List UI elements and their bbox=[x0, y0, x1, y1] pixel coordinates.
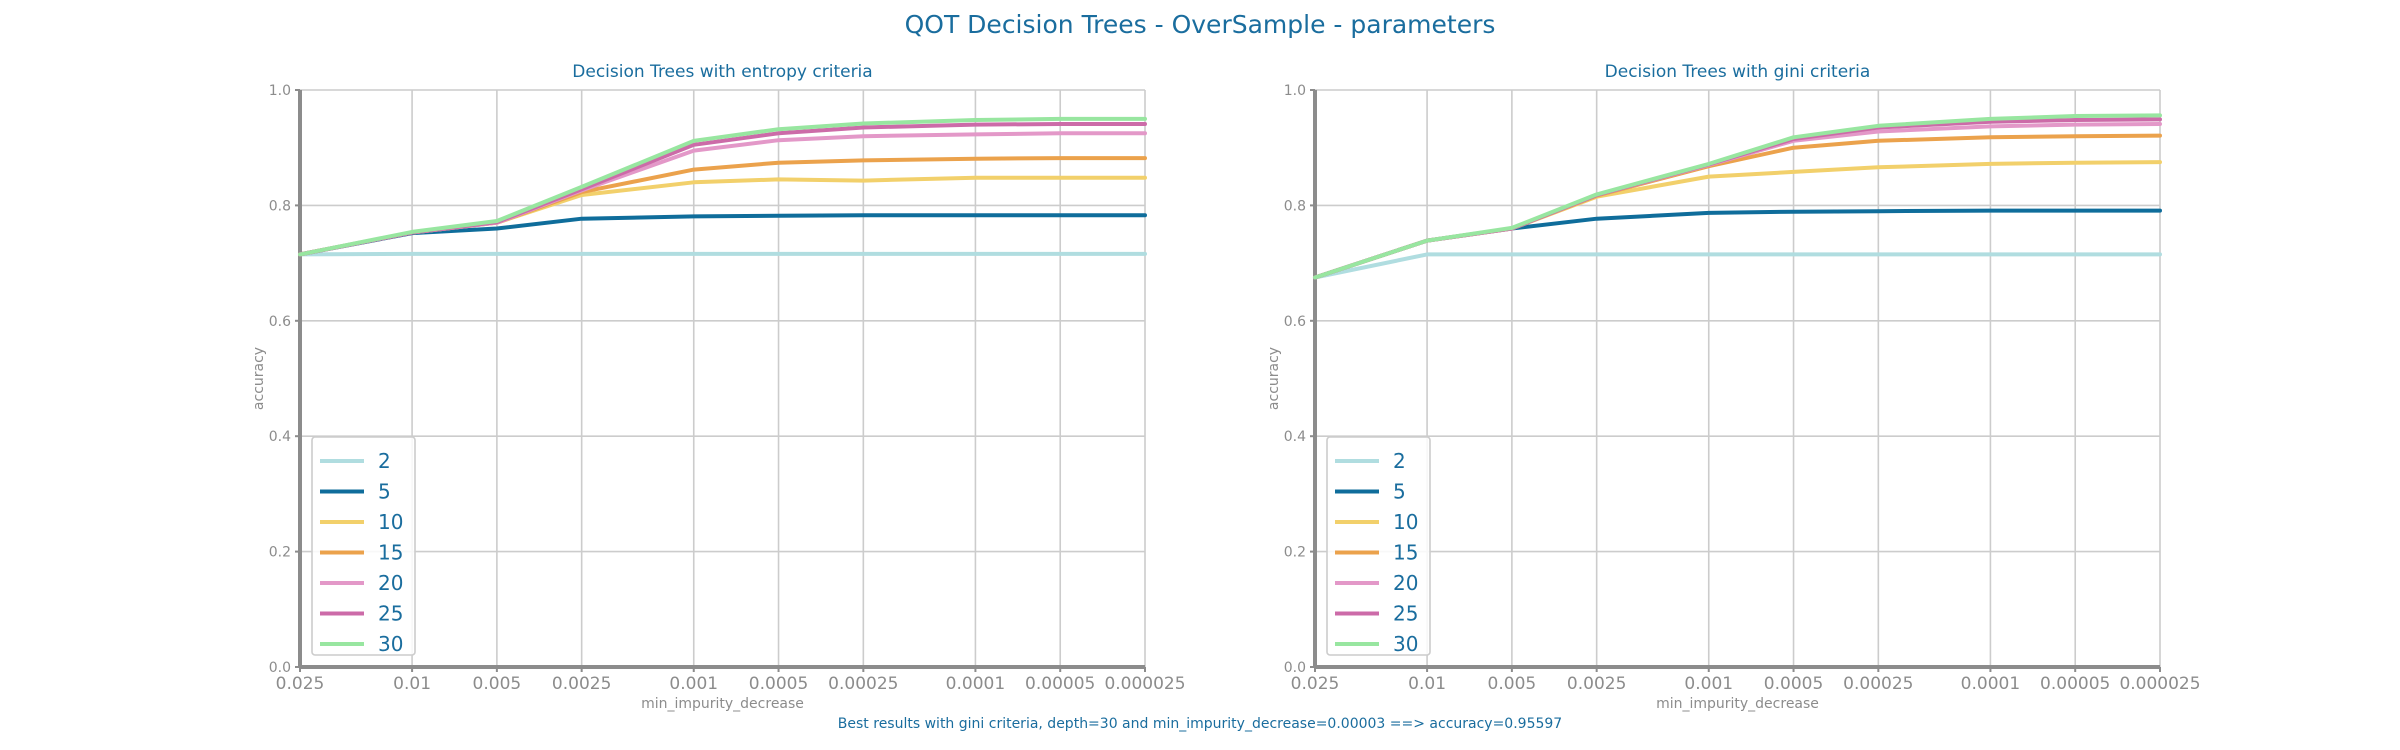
y-tick-label: 0.0 bbox=[269, 660, 291, 676]
x-tick-label: 0.000025 bbox=[1104, 674, 1185, 694]
chart-title: Decision Trees with entropy criteria bbox=[572, 62, 872, 82]
series-line-25 bbox=[298, 122, 1147, 257]
y-tick-label: 0.8 bbox=[1284, 198, 1306, 214]
legend-label: 2 bbox=[378, 449, 391, 473]
series-line-10 bbox=[1313, 160, 2162, 280]
x-tick-label: 0.001 bbox=[669, 674, 718, 694]
x-tick-label: 0.005 bbox=[473, 674, 522, 694]
legend-label: 10 bbox=[1393, 510, 1418, 534]
legend-label: 20 bbox=[378, 571, 403, 595]
y-tick-label: 0.0 bbox=[1284, 660, 1306, 676]
x-tick-label: 0.0025 bbox=[1567, 674, 1626, 694]
legend-label: 30 bbox=[1393, 632, 1418, 656]
legend-label: 5 bbox=[378, 480, 391, 504]
entropy-panel: 0.0 0.2 0.4 0.6 0.8 1.0 0.025 0.01 0.005 0.0025 0.… bbox=[251, 62, 1186, 712]
series-line-15 bbox=[298, 156, 1147, 257]
x-tick-label: 0.0001 bbox=[1961, 674, 2020, 694]
y-tick-label: 1.0 bbox=[1284, 83, 1306, 99]
y-tick-label: 0.4 bbox=[1284, 429, 1306, 445]
legend-label: 30 bbox=[378, 632, 403, 656]
y-axis-label: accuracy bbox=[1266, 347, 1282, 410]
legend-label: 15 bbox=[1393, 541, 1418, 565]
legend-label: 20 bbox=[1393, 571, 1418, 595]
best-results-note: Best results with gini criteria, depth=3… bbox=[837, 716, 1563, 732]
x-tick-label: 0.025 bbox=[276, 674, 325, 694]
series-line-2 bbox=[298, 251, 1147, 257]
x-tick-label: 0.00005 bbox=[2040, 674, 2110, 694]
y-tick-label: 1.0 bbox=[269, 83, 291, 99]
x-tick-label: 0.0005 bbox=[1764, 674, 1823, 694]
series-line-20 bbox=[298, 131, 1147, 257]
x-axis-label: min_impurity_decrease bbox=[641, 696, 804, 712]
x-tick-label: 0.0005 bbox=[749, 674, 808, 694]
series-line-2 bbox=[1313, 252, 2162, 280]
x-tick-label: 0.00025 bbox=[828, 674, 898, 694]
y-tick-label: 0.4 bbox=[269, 429, 291, 445]
x-tick-label: 0.0001 bbox=[946, 674, 1005, 694]
y-tick-label: 0.2 bbox=[269, 545, 291, 561]
x-axis-label: min_impurity_decrease bbox=[1656, 696, 1819, 712]
legend-label: 5 bbox=[1393, 480, 1406, 504]
series-line-30 bbox=[298, 116, 1147, 257]
x-tick-label: 0.0025 bbox=[552, 674, 611, 694]
legend-label: 25 bbox=[1393, 602, 1418, 626]
series-line-5 bbox=[1313, 208, 2162, 280]
x-tick-label: 0.01 bbox=[393, 674, 431, 694]
legend-label: 2 bbox=[1393, 449, 1406, 473]
y-axis-label: accuracy bbox=[251, 347, 267, 410]
y-tick-label: 0.8 bbox=[269, 198, 291, 214]
x-tick-label: 0.001 bbox=[1684, 674, 1733, 694]
x-tick-label: 0.01 bbox=[1408, 674, 1446, 694]
figure-title: QOT Decision Trees - OverSample - parame… bbox=[904, 10, 1496, 39]
y-tick-label: 0.6 bbox=[269, 314, 291, 330]
x-tick-label: 0.005 bbox=[1488, 674, 1537, 694]
legend-label: 25 bbox=[378, 602, 403, 626]
x-tick-label: 0.000025 bbox=[2119, 674, 2200, 694]
y-tick-label: 0.2 bbox=[1284, 545, 1306, 561]
gini-panel: 0.0 0.2 0.4 0.6 0.8 1.0 0.025 0.01 0.005 0.0025 0.… bbox=[1266, 62, 2201, 712]
x-tick-label: 0.025 bbox=[1291, 674, 1340, 694]
series-line-5 bbox=[298, 213, 1147, 257]
chart-title: Decision Trees with gini criteria bbox=[1605, 62, 1871, 82]
legend-label: 10 bbox=[378, 510, 403, 534]
x-tick-label: 0.00025 bbox=[1843, 674, 1913, 694]
series-line-30 bbox=[1313, 113, 2162, 280]
x-tick-label: 0.00005 bbox=[1025, 674, 1095, 694]
legend-label: 15 bbox=[378, 541, 403, 565]
y-tick-label: 0.6 bbox=[1284, 314, 1306, 330]
